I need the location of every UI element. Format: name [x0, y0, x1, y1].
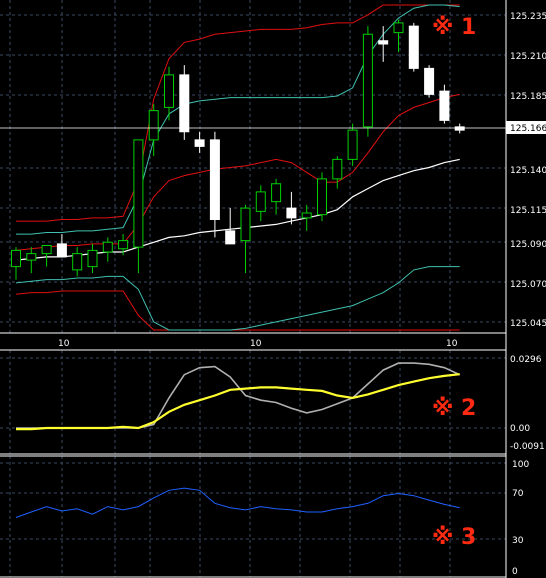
grid-lines	[0, 0, 506, 577]
current-price-box	[506, 121, 546, 134]
annotation-3: ※ 3	[432, 525, 476, 550]
candle-body	[164, 74, 174, 108]
rsi-line	[15, 487, 460, 518]
candle-body	[240, 207, 251, 242]
candle-body	[332, 158, 343, 180]
candle-body	[362, 33, 373, 128]
candle-body	[454, 126, 465, 131]
candle-body	[41, 245, 52, 255]
price-tick-label: 125.045	[510, 319, 546, 329]
candle-body	[26, 253, 37, 261]
candle-body	[118, 240, 129, 250]
current-price-label: 125.166	[510, 124, 546, 134]
candle-body	[301, 212, 312, 219]
macd-axis: 0.0296 0.00 -0.0091	[510, 355, 545, 452]
candle-body	[424, 67, 435, 95]
price-tick-label: 125.235	[510, 12, 546, 22]
candle-body	[133, 139, 144, 248]
candle-body	[11, 249, 21, 268]
candle-body	[378, 40, 389, 45]
time-tick-label: 10	[250, 339, 262, 349]
macd-tick-label: 0.00	[510, 424, 530, 434]
price-panel[interactable]	[0, 4, 506, 331]
candle-body	[255, 191, 266, 212]
rsi-tick-label: 30	[512, 536, 524, 546]
candle-body	[179, 74, 190, 133]
candle-body	[148, 110, 159, 141]
bollinger-upper-1sigma	[16, 4, 460, 235]
rsi-lines	[15, 487, 460, 518]
price-tick-label: 125.185	[510, 92, 546, 102]
candle-body	[439, 90, 450, 121]
annotation-1: ※ 1	[432, 15, 476, 40]
price-tick-label: 125.140	[510, 166, 546, 176]
rsi-tick-label: 0	[512, 567, 518, 577]
candle-body	[102, 241, 113, 253]
bollinger-lower-2sigma	[15, 290, 460, 331]
rsi-tick-label: 100	[512, 460, 529, 470]
candlesticks	[11, 19, 465, 280]
macd-line	[16, 362, 461, 429]
candle-body	[225, 230, 236, 245]
annotation-2: ※ 2	[432, 396, 476, 421]
price-tick-label: 125.090	[510, 240, 546, 250]
rsi-panel[interactable]	[15, 487, 460, 518]
bollinger-bands	[15, 4, 460, 331]
candle-body	[194, 139, 205, 147]
signal-line	[16, 373, 460, 431]
price-tick-label: 125.210	[510, 52, 546, 62]
price-tick-label: 125.115	[510, 206, 546, 216]
time-axis: 10 10 10	[58, 339, 458, 349]
candle-body	[286, 207, 297, 219]
candle-body	[393, 22, 404, 34]
macd-panel[interactable]	[16, 362, 461, 431]
middle-line-red	[15, 93, 460, 251]
bollinger-upper-2sigma	[16, 4, 460, 222]
candle-body	[347, 129, 358, 160]
rsi-tick-label: 70	[512, 489, 524, 499]
macd-lines	[16, 362, 461, 431]
macd-tick-label: -0.0091	[510, 442, 545, 452]
bollinger-lower-1sigma	[15, 266, 460, 331]
macd-tick-label: 0.0296	[510, 355, 542, 365]
candle-body	[209, 139, 220, 220]
price-axis: 125.235 125.210 125.185 125.166 125.140 …	[506, 12, 546, 329]
rsi-axis: 100 70 30 0	[512, 460, 529, 577]
candle-body	[72, 253, 83, 271]
time-tick-label: 10	[446, 339, 458, 349]
price-tick-label: 125.070	[510, 280, 546, 290]
candle-body	[56, 243, 67, 258]
candle-body	[408, 25, 419, 69]
candle-body	[317, 178, 327, 216]
candle-body	[87, 249, 98, 268]
candle-body	[271, 183, 282, 203]
time-tick-label: 10	[58, 339, 70, 349]
